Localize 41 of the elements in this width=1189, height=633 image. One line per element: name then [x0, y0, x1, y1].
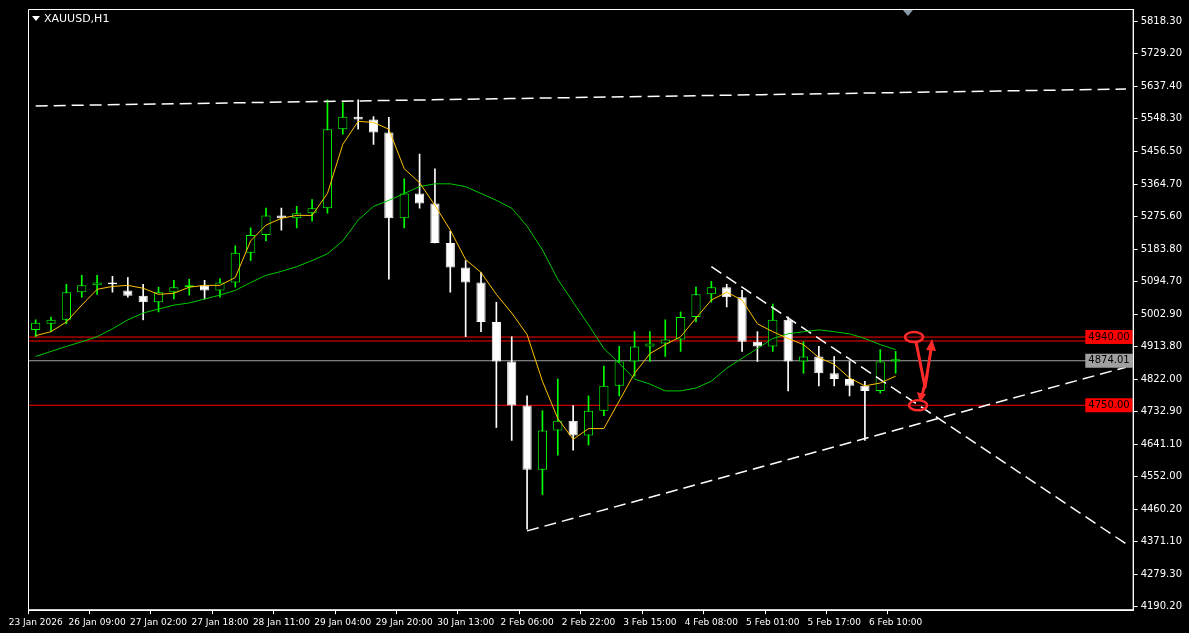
x-tick-label: 27 Jan 18:00 — [191, 616, 249, 627]
y-tick-label: 5456.50 — [1140, 145, 1183, 157]
y-tick-label: 4732.90 — [1140, 404, 1183, 416]
x-tick-label: 3 Feb 15:00 — [623, 616, 677, 627]
x-tick-label: 23 Jan 2026 — [8, 616, 63, 627]
y-tick-label: 4190.20 — [1140, 599, 1183, 611]
y-tick-label: 5275.60 — [1140, 210, 1183, 222]
y-tick-label: 4460.20 — [1140, 502, 1183, 514]
candlestick — [860, 380, 870, 441]
x-tick-label: 26 Jan 09:00 — [68, 616, 126, 627]
x-tick-label: 6 Feb 10:00 — [868, 616, 923, 627]
x-tick-label: 28 Jan 11:00 — [252, 616, 311, 627]
ref-line-label: 4940.00 — [1088, 330, 1130, 342]
y-tick-label: 5183.80 — [1140, 243, 1183, 255]
y-tick-label: 4552.00 — [1140, 469, 1183, 481]
y-tick-label: 5637.40 — [1140, 80, 1183, 92]
y-tick-label: 5364.70 — [1140, 178, 1183, 190]
x-tick-label: 5 Feb 01:00 — [746, 616, 800, 627]
x-tick-label: 30 Jan 13:00 — [437, 616, 495, 627]
y-tick-label: 5729.20 — [1140, 47, 1183, 59]
x-tick-label: 29 Jan 04:00 — [314, 616, 372, 627]
x-tick-label: 5 Feb 17:00 — [807, 616, 862, 627]
y-tick-label: 4641.10 — [1140, 437, 1183, 449]
chart-title: XAUUSD,H1 — [44, 12, 110, 25]
x-tick-label: 2 Feb 22:00 — [561, 616, 616, 627]
y-tick-label: 5002.90 — [1140, 308, 1183, 320]
y-tick-label: 5548.30 — [1140, 112, 1183, 124]
y-tick-label: 5094.70 — [1140, 275, 1183, 287]
y-tick-label: 4913.80 — [1140, 340, 1183, 352]
y-tick-label: 4279.30 — [1140, 567, 1183, 579]
ref-line-label: 4874.01 — [1088, 354, 1130, 366]
y-tick-label: 4371.10 — [1140, 534, 1183, 546]
x-tick-label: 29 Jan 20:00 — [375, 616, 433, 627]
x-tick-label: 27 Jan 02:00 — [130, 616, 188, 627]
candlestick — [829, 356, 839, 387]
y-tick-label: 5818.30 — [1140, 15, 1183, 27]
x-tick-label: 4 Feb 08:00 — [684, 616, 739, 627]
candlestick — [660, 319, 670, 357]
y-tick-label: 4822.00 — [1140, 373, 1183, 384]
x-tick-label: 2 Feb 06:00 — [500, 616, 555, 627]
ref-line-label: 4750.00 — [1088, 398, 1130, 410]
